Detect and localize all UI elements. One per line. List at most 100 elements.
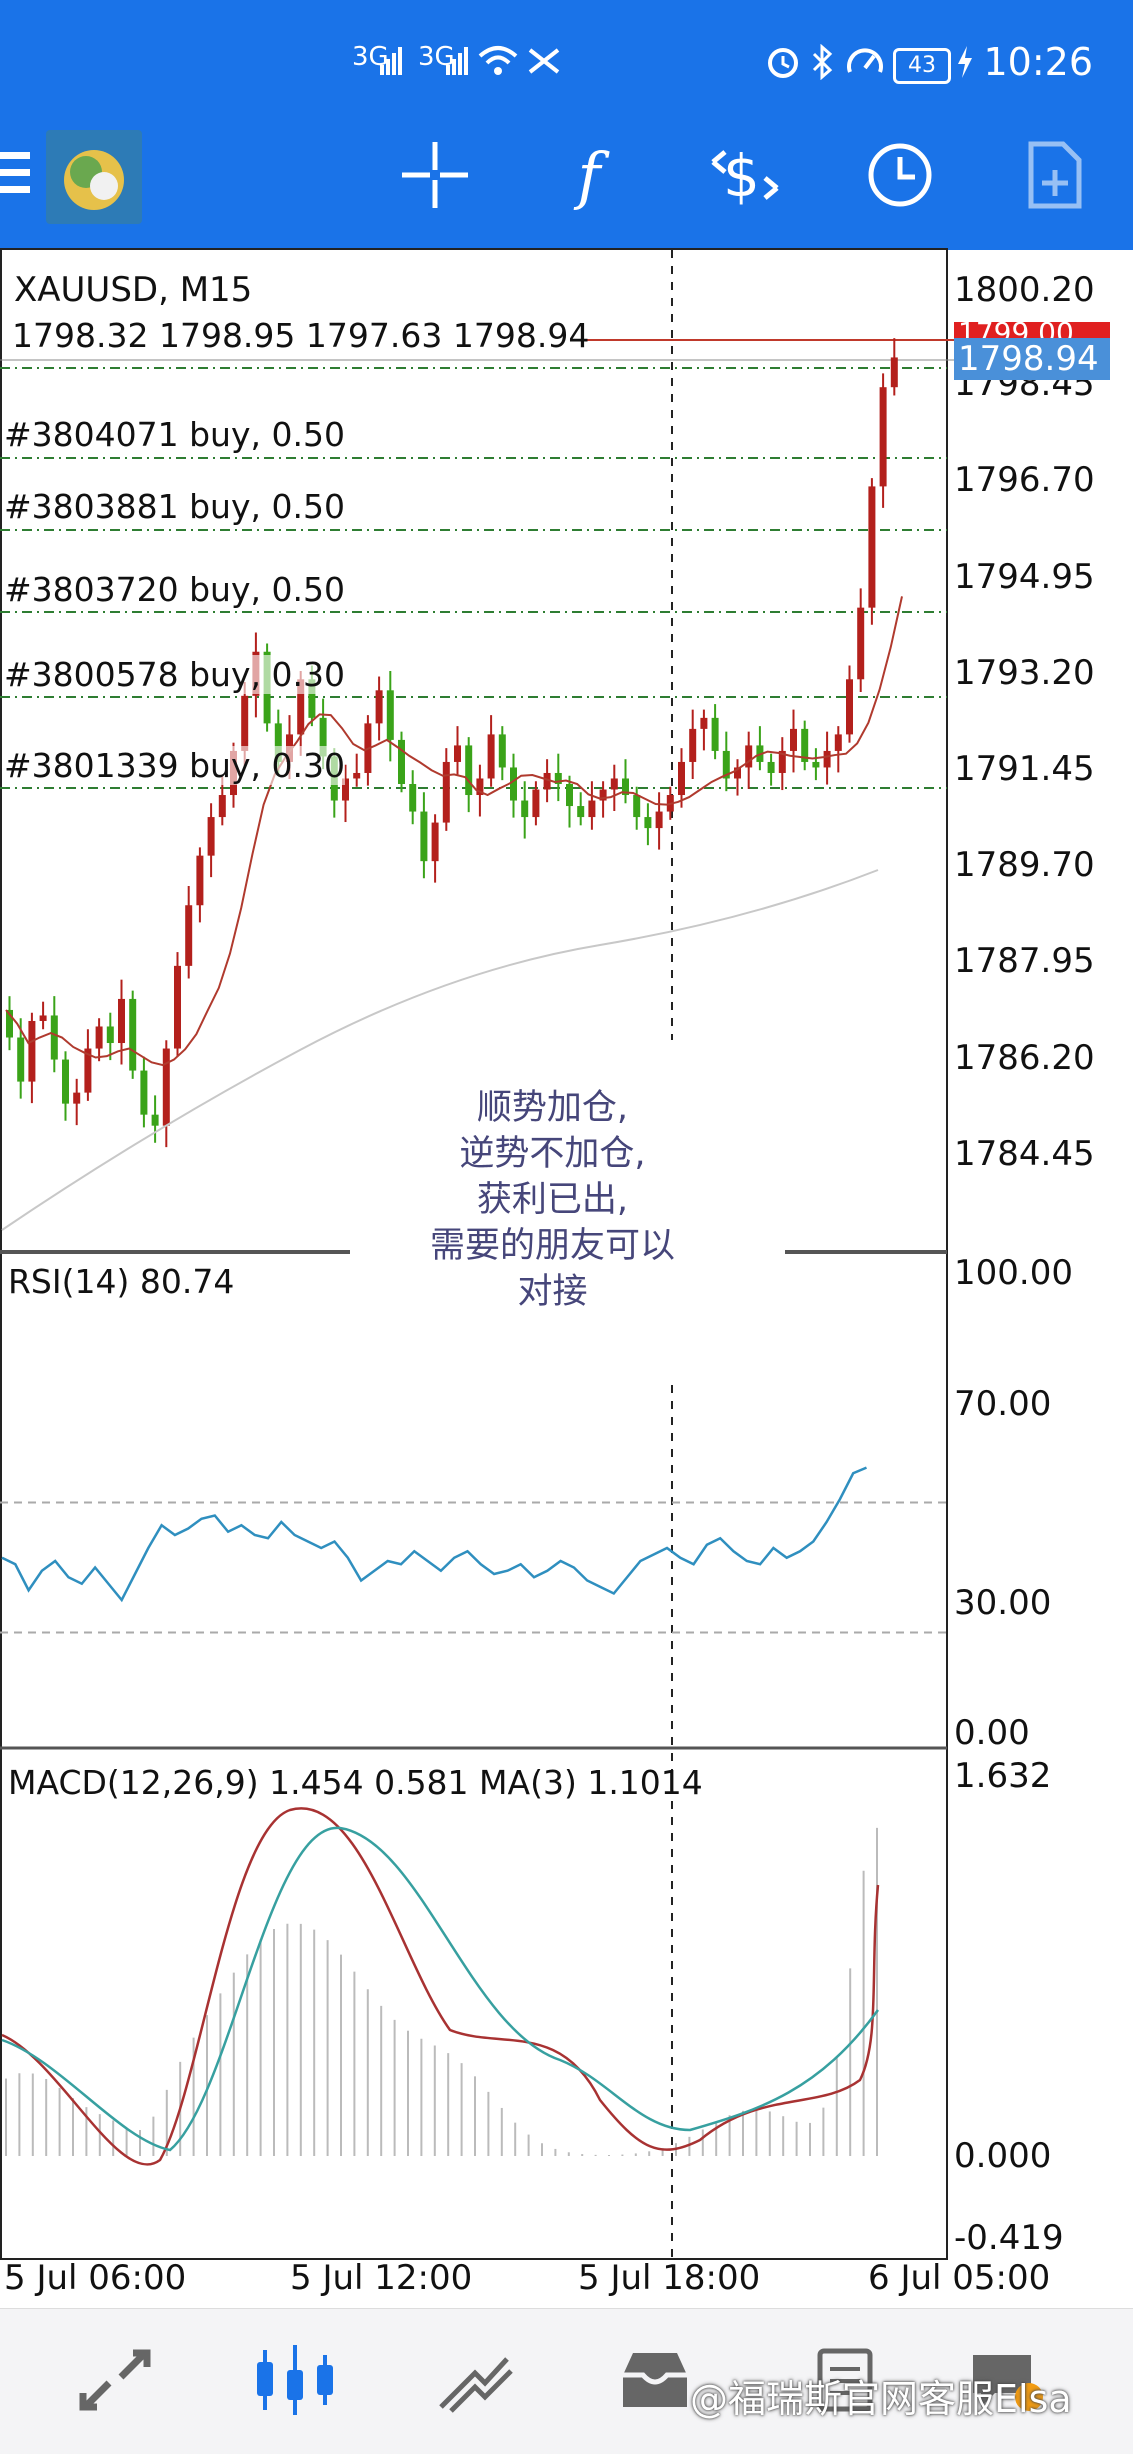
price-axis-label: 1796.70 <box>954 460 1095 500</box>
price-axis-label: 1784.45 <box>954 1134 1095 1174</box>
order-label[interactable]: #3803881 buy, 0.50 <box>4 487 345 526</box>
order-label[interactable]: #3801339 buy, 0.30 <box>4 746 345 785</box>
metatrader-logo-icon <box>64 150 124 210</box>
candle-body <box>890 357 898 388</box>
price-axis-label: 1789.70 <box>954 845 1095 885</box>
candle-body <box>409 784 417 812</box>
candle-body <box>554 772 562 784</box>
charging-icon <box>958 46 972 78</box>
candle-body <box>129 998 137 1071</box>
candle-body <box>431 822 439 862</box>
slow-moving-average-line <box>1 869 879 1231</box>
candle-body <box>711 717 719 751</box>
svg-text:$: $ <box>723 142 760 210</box>
top-app-bar <box>0 0 1133 250</box>
note-line: 逆势不加仓, <box>459 1134 646 1174</box>
macd-axis-label: 0.000 <box>954 2136 1052 2176</box>
candle-body <box>610 778 618 790</box>
candle-body <box>566 784 573 807</box>
price-axis-label: 1787.95 <box>954 941 1095 981</box>
candle-body <box>476 778 484 796</box>
rsi-axis-label: 70.00 <box>954 1384 1052 1424</box>
note-line: 顺势加仓, <box>476 1088 629 1128</box>
candle-body <box>274 723 282 762</box>
candle-body <box>689 728 697 762</box>
rsi-axis-label: 100.00 <box>954 1253 1073 1293</box>
crosshair-icon[interactable] <box>390 130 480 220</box>
fast-moving-average-line <box>5 596 903 1067</box>
candle-body <box>196 855 204 906</box>
candle-body <box>398 739 405 784</box>
messages-tab-icon[interactable] <box>960 2340 1050 2420</box>
candle-body <box>241 695 249 751</box>
macd-main-line <box>1 1807 880 2166</box>
current-price-tag: 1798.94 <box>954 338 1110 380</box>
trade-icon[interactable]: $ <box>700 130 790 220</box>
news-tab-icon[interactable] <box>800 2340 890 2420</box>
candle-body <box>599 789 607 801</box>
candle-body <box>588 800 596 818</box>
candle-body <box>633 795 641 818</box>
candle-body <box>319 717 327 757</box>
wifi-icon <box>478 46 518 75</box>
candle-body <box>106 1026 114 1044</box>
candle-body <box>879 387 887 487</box>
indicators-icon[interactable]: f <box>577 138 601 212</box>
clock-timeframe-icon[interactable] <box>855 130 945 220</box>
signal-icon-2 <box>446 47 468 75</box>
candle-body <box>297 679 305 735</box>
candle-body <box>700 717 708 729</box>
candle-body <box>790 728 797 751</box>
candle-body <box>375 690 383 724</box>
candle-body <box>84 1048 92 1093</box>
quotes-icon[interactable] <box>70 2340 160 2420</box>
candle-body <box>498 734 506 768</box>
price-axis-label: 1800.20 <box>954 270 1095 310</box>
candle-body <box>174 965 181 1049</box>
candle-body <box>185 905 193 966</box>
ohlc-values: 1798.32 1798.95 1797.63 1798.94 <box>12 316 590 355</box>
alarm-icon <box>768 48 798 78</box>
rsi-axis-label: 0.00 <box>954 1713 1030 1753</box>
chart-tab-icon[interactable] <box>250 2340 340 2420</box>
candle-body <box>28 1020 36 1082</box>
order-label[interactable]: #3804071 buy, 0.50 <box>4 415 345 454</box>
candle-body <box>73 1092 81 1104</box>
candle-body <box>857 607 865 680</box>
price-axis-label: 1786.20 <box>954 1038 1095 1078</box>
candle-body <box>95 1026 103 1049</box>
candle-body <box>745 745 753 768</box>
macd-axis-label: 1.632 <box>954 1756 1052 1796</box>
candle-body <box>734 767 741 779</box>
history-tab-icon[interactable] <box>610 2340 700 2420</box>
order-label[interactable]: #3800578 buy, 0.30 <box>4 655 345 694</box>
candle-body <box>6 1009 13 1038</box>
clock: 10:26 <box>983 40 1093 84</box>
bluetooth-icon <box>812 44 833 80</box>
candle-body <box>140 1070 148 1115</box>
new-order-icon[interactable] <box>1010 130 1100 220</box>
candle-body <box>454 745 461 762</box>
macd-label: MACD(12,26,9) 1.454 0.581 MA(3) 1.1014 <box>8 1763 703 1802</box>
trade-tab-icon[interactable] <box>430 2340 520 2420</box>
signal-icon <box>380 47 402 75</box>
candle-body <box>342 778 349 801</box>
candle-body <box>50 1015 58 1060</box>
candle-body <box>207 817 215 856</box>
price-axis-label: 1793.20 <box>954 653 1095 693</box>
price-chart[interactable] <box>0 0 1133 2308</box>
menu-icon[interactable] <box>0 152 30 198</box>
price-axis-label: 1791.45 <box>954 749 1095 789</box>
candle-body <box>386 690 394 740</box>
candle-body <box>767 761 775 773</box>
watermark-text: @福瑞斯官网客服Elsa <box>690 2377 1072 2421</box>
macd-signal-line <box>1 1826 880 2152</box>
candle-body <box>823 750 831 768</box>
candle-body <box>353 772 361 779</box>
candle-body <box>487 734 495 779</box>
candle-body <box>543 772 551 790</box>
order-label[interactable]: #3803720 buy, 0.50 <box>4 570 345 609</box>
candle-body <box>442 761 450 823</box>
rsi-axis-label: 30.00 <box>954 1583 1052 1623</box>
candle-body <box>722 750 730 779</box>
